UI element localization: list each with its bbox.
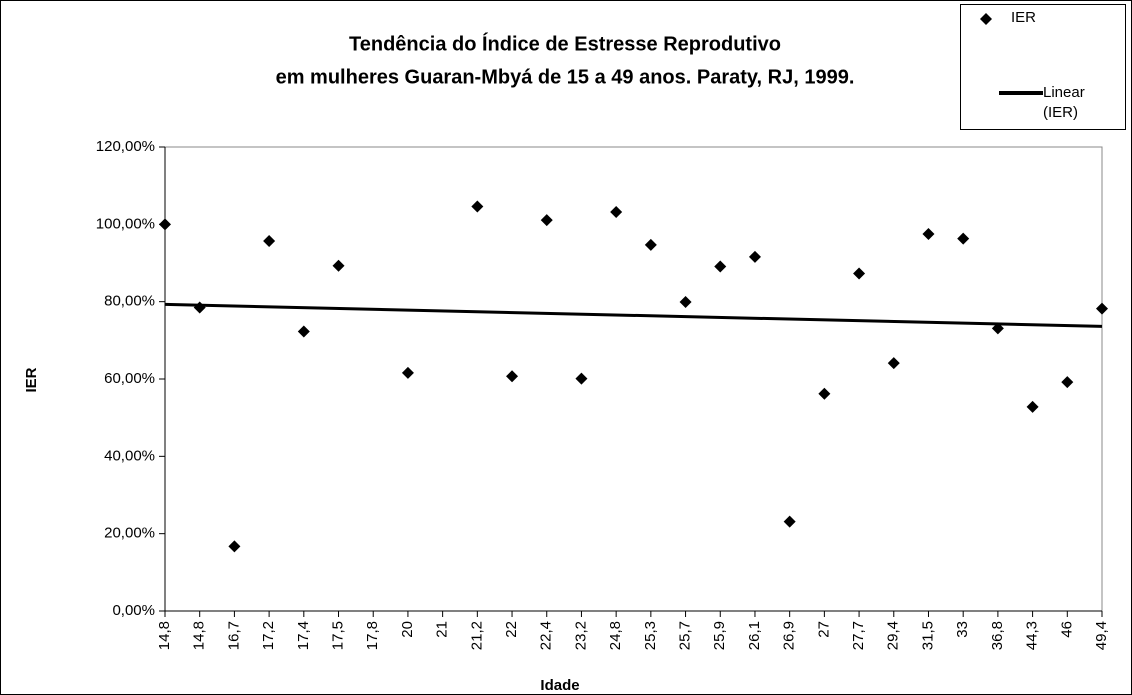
y-tick-label: 60,00% <box>104 370 155 387</box>
x-tick-label: 27,7 <box>850 621 867 650</box>
x-tick-label: 27 <box>815 621 832 638</box>
x-tick-label: 21,2 <box>468 621 485 650</box>
data-point <box>1061 376 1074 389</box>
data-point <box>471 200 484 213</box>
x-tick-label: 17,2 <box>260 621 277 650</box>
data-point <box>957 232 970 245</box>
data-point <box>679 296 692 309</box>
x-tick-label: 22 <box>503 621 520 638</box>
y-tick-label: 40,00% <box>104 447 155 464</box>
legend-marker <box>980 13 992 25</box>
x-tick-label: 25,7 <box>677 621 694 650</box>
y-tick-label: 80,00% <box>104 293 155 310</box>
x-tick-label: 14,8 <box>191 621 208 650</box>
data-point <box>714 260 727 273</box>
x-tick-label: 33 <box>954 621 971 638</box>
legend-symbols <box>980 13 1043 95</box>
x-tick-label: 24,8 <box>607 621 624 650</box>
data-point <box>644 238 657 251</box>
data-point <box>887 357 900 370</box>
data-point <box>332 259 345 272</box>
data-point <box>575 372 588 385</box>
x-tick-label: 31,5 <box>919 621 936 650</box>
x-tick-label: 17,8 <box>364 621 381 650</box>
legend-label: Linear (IER) <box>1043 84 1085 121</box>
y-tick-label: 0,00% <box>112 602 155 619</box>
data-point <box>401 366 414 379</box>
legend: IER Linear (IER) <box>960 4 1126 130</box>
y-tick-label: 20,00% <box>104 525 155 542</box>
x-tick-label: 36,8 <box>989 621 1006 650</box>
data-point <box>922 228 935 240</box>
x-tick-label: 20 <box>399 621 416 638</box>
data-point <box>783 515 796 528</box>
x-tick-label: 17,5 <box>329 621 346 650</box>
trendline <box>164 302 1103 328</box>
data-point <box>818 387 831 400</box>
chart-subtitle: em mulheres Guaran-Mbyá de 15 a 49 anos.… <box>276 66 855 88</box>
data-point <box>159 218 171 231</box>
x-tick-label: 14,8 <box>156 621 173 650</box>
data-point <box>297 325 310 338</box>
y-tick-label: 120,00% <box>96 138 155 155</box>
data-point <box>853 267 866 280</box>
data-point <box>263 234 276 247</box>
x-tick-label: 23,2 <box>572 621 589 650</box>
data-point <box>228 540 241 553</box>
x-tick-label: 22,4 <box>538 621 555 650</box>
y-tick-label: 100,00% <box>96 215 155 232</box>
x-tick-label: 29,4 <box>885 621 902 650</box>
data-point <box>610 205 623 218</box>
x-tick-label: 25,3 <box>642 621 659 650</box>
data-point <box>506 370 519 383</box>
x-tick-label: 17,4 <box>295 621 312 650</box>
data-point <box>540 214 553 227</box>
y-axis-label: IER <box>23 367 40 392</box>
x-tick-label: 49,4 <box>1093 621 1110 650</box>
x-tick-label: 46 <box>1058 621 1075 638</box>
x-tick-label: 25,9 <box>711 621 728 650</box>
x-tick-label: 16,7 <box>225 621 242 650</box>
legend-label: IER <box>1011 9 1037 26</box>
data-point <box>1026 400 1039 413</box>
x-tick-label: 21 <box>434 621 451 638</box>
x-tick-label: 44,3 <box>1024 621 1041 650</box>
data-point <box>748 250 761 263</box>
x-axis-label: Idade <box>540 677 579 694</box>
chart-title: Tendência do Índice de Estresse Reprodut… <box>349 32 781 55</box>
data-point <box>1096 302 1108 315</box>
x-tick-label: 26,1 <box>746 621 763 650</box>
x-tick-label: 26,9 <box>781 621 798 650</box>
